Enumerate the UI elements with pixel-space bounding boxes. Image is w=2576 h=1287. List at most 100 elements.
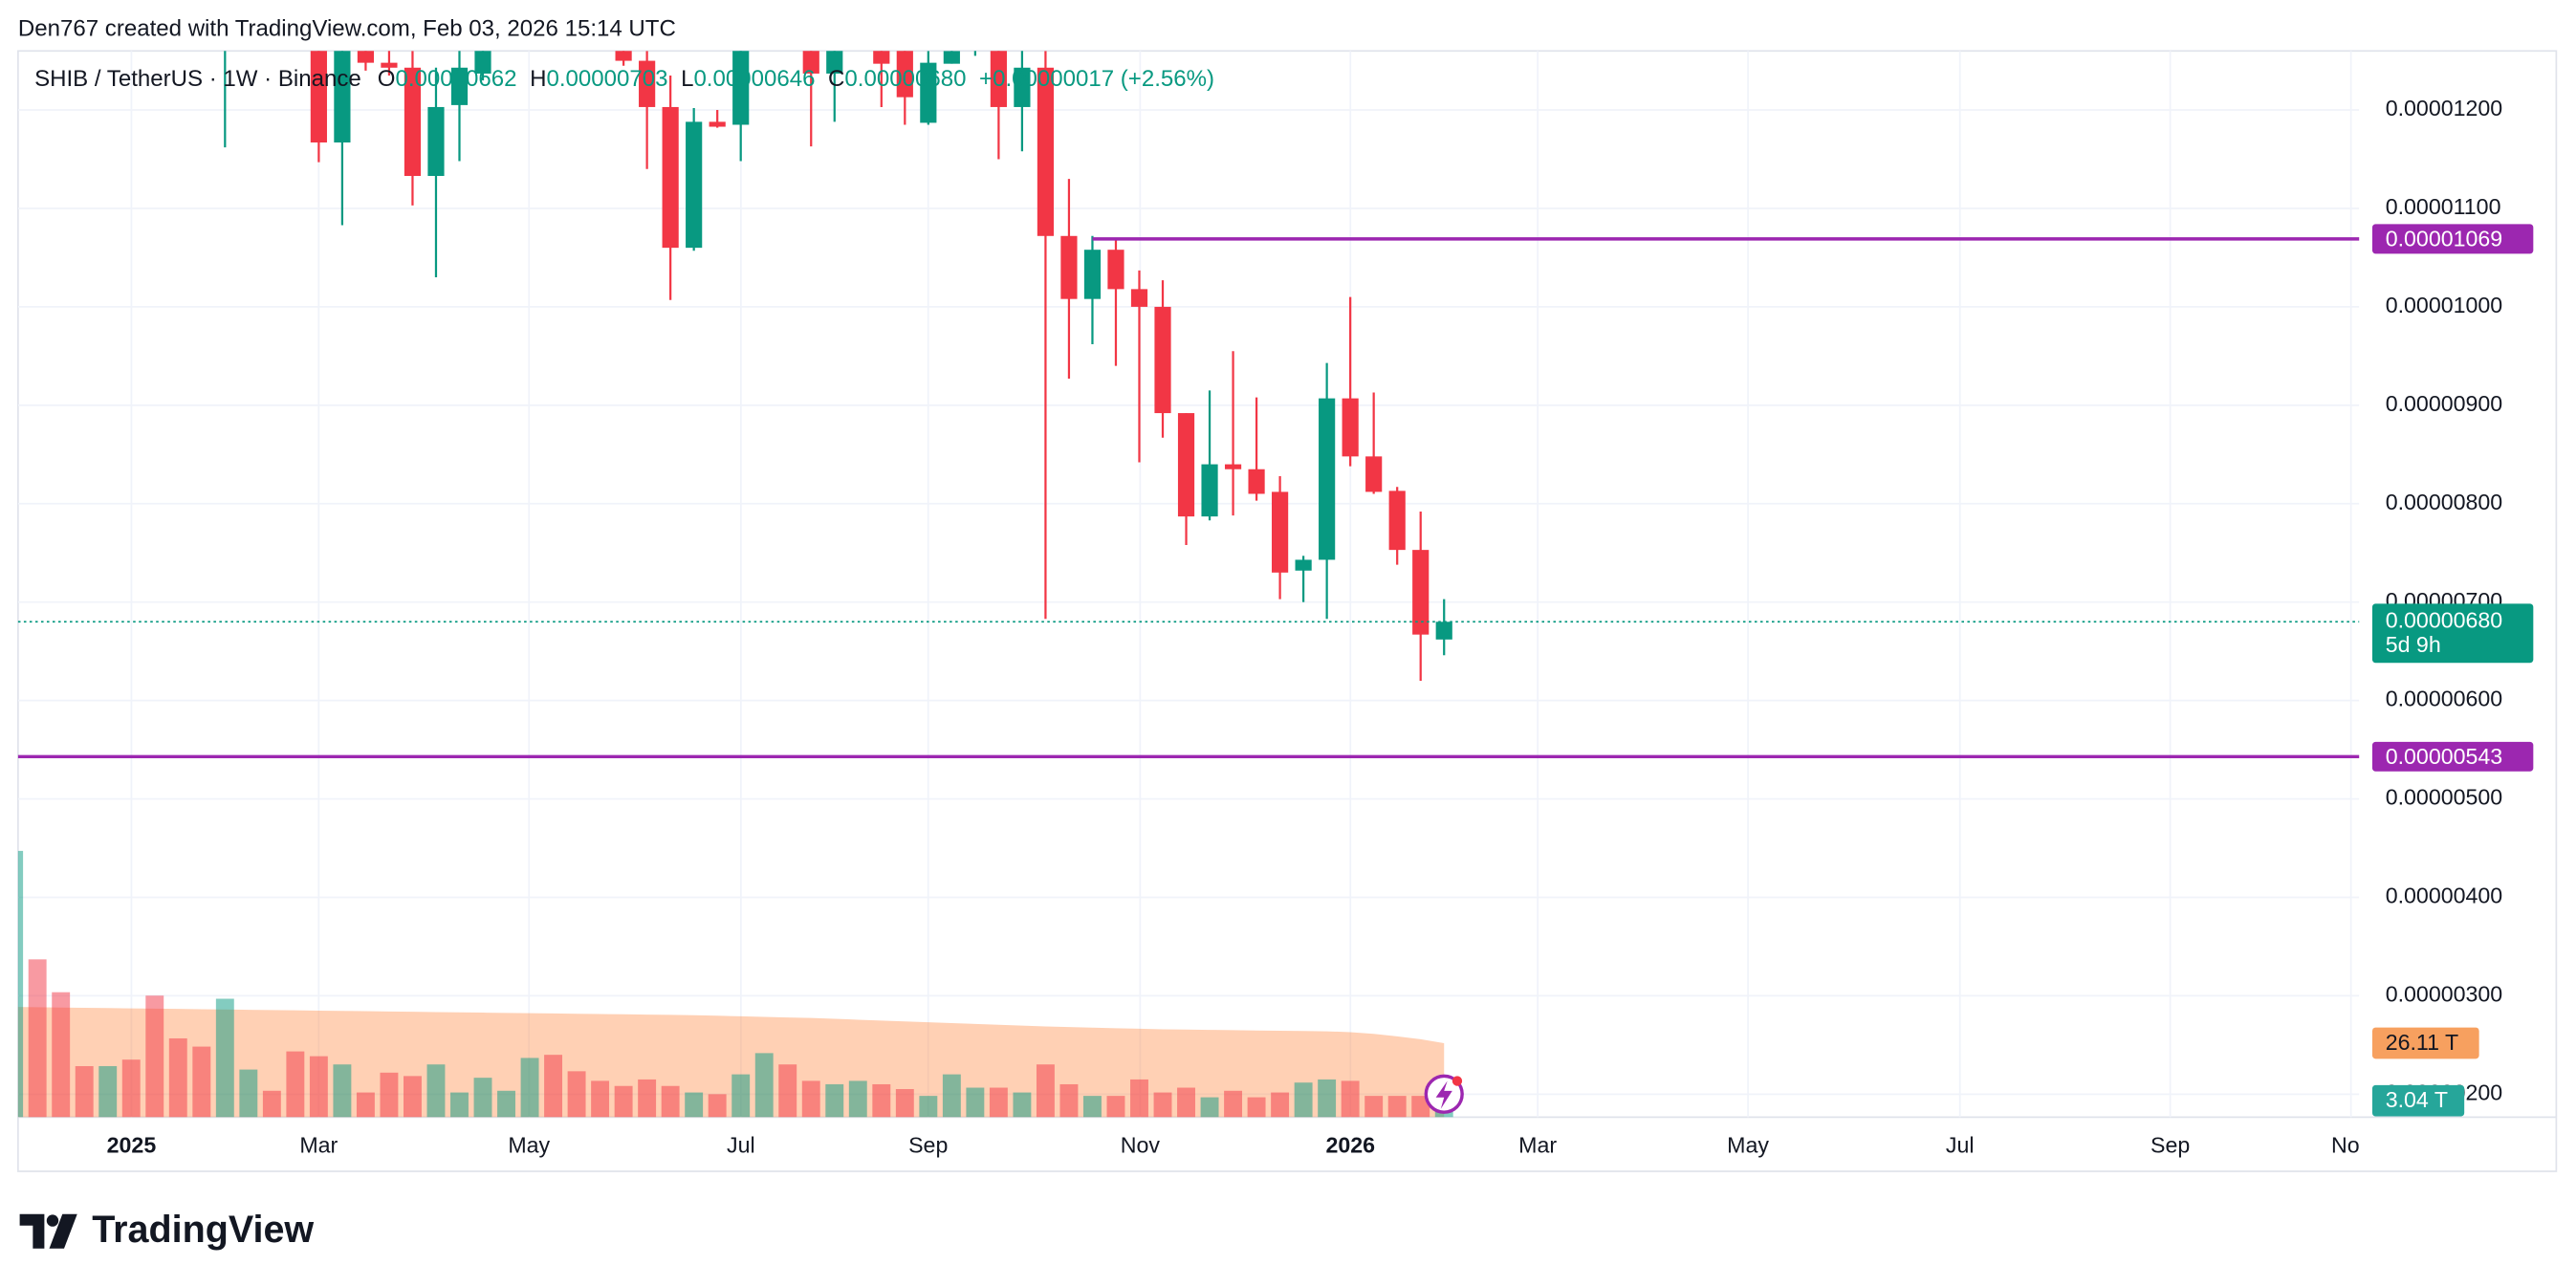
volume-bar bbox=[192, 1046, 211, 1118]
volume-bar bbox=[333, 1064, 352, 1118]
volume-ma-label: 26.11 T bbox=[2386, 1030, 2459, 1055]
volume-bar bbox=[1177, 1087, 1195, 1118]
volume-bar bbox=[731, 1074, 751, 1118]
volume-bar bbox=[1271, 1092, 1290, 1118]
candle-body bbox=[1435, 622, 1452, 640]
volume-bar bbox=[52, 992, 71, 1118]
candle-body bbox=[1412, 550, 1430, 635]
volume-bar bbox=[1106, 1096, 1125, 1118]
x-tick-label: Mar bbox=[1518, 1132, 1557, 1157]
volume-bar bbox=[1387, 1096, 1407, 1118]
y-tick-label: 0.00001000 bbox=[2386, 293, 2503, 317]
volume-bar bbox=[544, 1055, 563, 1118]
candle-body bbox=[1319, 398, 1336, 560]
volume-bar bbox=[638, 1079, 657, 1118]
candle-body bbox=[615, 51, 632, 61]
candle-body bbox=[357, 51, 375, 63]
symbol: SHIB / TetherUS · 1W · Binance bbox=[34, 67, 361, 93]
volume-bar bbox=[872, 1083, 891, 1118]
x-tick-label: Sep bbox=[2150, 1132, 2190, 1157]
candle-body bbox=[1388, 491, 1406, 551]
volume-bar bbox=[309, 1056, 328, 1118]
candle-body bbox=[1037, 67, 1055, 236]
volume-bar bbox=[591, 1080, 610, 1118]
level-label: 0.00001069 bbox=[2386, 227, 2503, 251]
volume-bar bbox=[1294, 1082, 1313, 1118]
y-tick-label: 0.00001100 bbox=[2386, 194, 2501, 219]
candle-body bbox=[1107, 250, 1124, 290]
volume-pane bbox=[17, 850, 1453, 1118]
y-tick-label: 0.00000600 bbox=[2386, 687, 2503, 711]
volume-bar bbox=[685, 1092, 704, 1118]
y-tick-label: 0.00001200 bbox=[2386, 96, 2503, 120]
candle-body bbox=[686, 121, 703, 249]
volume-bar bbox=[239, 1069, 258, 1118]
y-tick-label: 0.00000400 bbox=[2386, 883, 2503, 908]
x-tick-label: Jul bbox=[1946, 1132, 1975, 1157]
candle-body bbox=[920, 62, 937, 123]
candle-body bbox=[990, 51, 1007, 107]
x-tick-label: 2026 bbox=[1325, 1132, 1375, 1157]
candle-body bbox=[1224, 464, 1242, 469]
y-tick-label: 0.00000300 bbox=[2386, 982, 2503, 1007]
x-tick-label: Mar bbox=[299, 1132, 338, 1157]
y-tick-label: 0.00000800 bbox=[2386, 490, 2503, 514]
volume-bar bbox=[215, 998, 234, 1118]
volume-bar bbox=[1200, 1097, 1219, 1118]
volume-bar bbox=[404, 1076, 422, 1118]
volume-bar bbox=[989, 1087, 1008, 1118]
grid bbox=[17, 51, 2360, 1118]
candle-body bbox=[1365, 456, 1383, 492]
brand: TradingView bbox=[92, 1209, 314, 1251]
volume-bar bbox=[801, 1080, 820, 1118]
candle-body bbox=[474, 51, 491, 74]
volume-bar bbox=[708, 1094, 727, 1118]
x-tick-label: May bbox=[508, 1132, 550, 1157]
attribution: Den767 created with TradingView.com, Feb… bbox=[18, 15, 676, 41]
candle-body bbox=[826, 51, 843, 74]
y-tick-label: 0.00000900 bbox=[2386, 391, 2503, 416]
ohlc-value: 0.00000680 bbox=[844, 67, 966, 93]
candle-body bbox=[1295, 559, 1312, 571]
x-tick-label: 2025 bbox=[107, 1132, 157, 1157]
candle-body bbox=[1248, 469, 1265, 494]
x-tick-label: Nov bbox=[2331, 1132, 2371, 1157]
candle-body bbox=[1154, 306, 1171, 414]
volume-bar bbox=[942, 1074, 961, 1118]
candle-body bbox=[896, 51, 913, 98]
price-label-box bbox=[2371, 603, 2534, 664]
volume-bar bbox=[1364, 1096, 1384, 1118]
ohlc-value: 0.00000646 bbox=[693, 67, 815, 93]
candle-body bbox=[802, 51, 819, 74]
candles bbox=[224, 51, 1452, 682]
volume-label: 3.04 T bbox=[2386, 1087, 2448, 1112]
level-label-box bbox=[2371, 224, 2534, 254]
volume-bar bbox=[778, 1064, 797, 1118]
volume-bar bbox=[754, 1053, 774, 1118]
volume-bar bbox=[286, 1051, 305, 1118]
level-label-box bbox=[2371, 741, 2534, 772]
candle-body bbox=[662, 106, 679, 249]
volume-bar bbox=[380, 1072, 399, 1118]
volume-bar bbox=[919, 1096, 938, 1118]
candle-body bbox=[639, 60, 656, 107]
candle-body bbox=[404, 67, 422, 176]
candle-body bbox=[967, 51, 984, 52]
candle-body bbox=[450, 67, 469, 105]
x-axis: 2025 Mar May Jul Sep Nov 2026 Mar May Jul Sep Nov bbox=[107, 1132, 2371, 1157]
ohlc-label: O bbox=[378, 67, 396, 93]
volume-bar bbox=[1411, 1096, 1430, 1118]
volume-bar bbox=[450, 1092, 469, 1118]
volume-bar bbox=[145, 995, 164, 1118]
y-tick-label: 0.00000500 bbox=[2386, 785, 2503, 810]
volume-bar bbox=[1036, 1064, 1055, 1118]
volume-bar bbox=[1059, 1083, 1079, 1118]
candle-body bbox=[1014, 67, 1031, 107]
candle-body bbox=[427, 106, 445, 176]
candle-body bbox=[709, 121, 726, 127]
candle-body bbox=[334, 51, 351, 143]
realtime-icon bbox=[1424, 1074, 1464, 1114]
ohlc-label: C bbox=[828, 67, 844, 93]
price-label: 0.00000680 bbox=[2386, 607, 2503, 632]
